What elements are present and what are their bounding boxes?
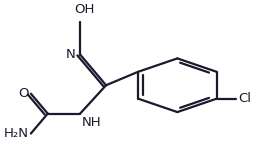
Text: H₂N: H₂N (3, 127, 28, 140)
Text: NH: NH (81, 116, 101, 129)
Text: N: N (66, 48, 75, 61)
Text: O: O (18, 87, 28, 100)
Text: Cl: Cl (239, 92, 252, 105)
Text: OH: OH (74, 3, 94, 16)
